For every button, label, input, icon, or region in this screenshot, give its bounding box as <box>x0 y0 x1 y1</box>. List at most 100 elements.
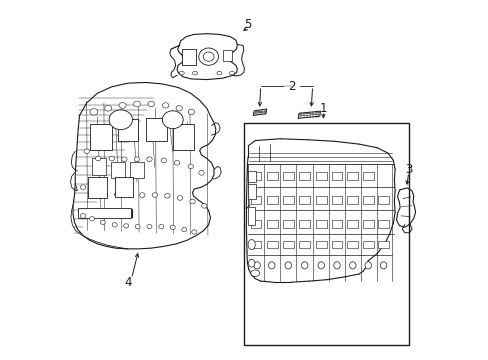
Ellipse shape <box>90 189 96 194</box>
Ellipse shape <box>159 225 163 229</box>
Bar <box>363 196 373 204</box>
Ellipse shape <box>162 111 183 129</box>
Ellipse shape <box>176 105 182 111</box>
Text: 1: 1 <box>319 102 326 115</box>
Ellipse shape <box>250 270 259 276</box>
Bar <box>282 220 293 228</box>
Ellipse shape <box>133 101 140 107</box>
Ellipse shape <box>187 164 193 169</box>
Bar <box>250 240 261 248</box>
Bar <box>145 118 167 141</box>
Ellipse shape <box>152 193 157 197</box>
Bar <box>250 220 261 228</box>
Bar <box>247 184 255 199</box>
Ellipse shape <box>146 157 152 162</box>
Ellipse shape <box>84 149 89 154</box>
Ellipse shape <box>188 109 194 114</box>
Ellipse shape <box>198 171 203 175</box>
Ellipse shape <box>198 48 218 65</box>
Bar <box>172 125 194 149</box>
Bar <box>118 119 138 140</box>
Bar <box>315 196 326 204</box>
Ellipse shape <box>217 71 222 75</box>
Bar <box>266 196 277 204</box>
Bar <box>266 240 277 248</box>
Ellipse shape <box>182 227 186 231</box>
Bar <box>331 172 342 180</box>
Bar <box>282 240 293 248</box>
Bar <box>346 196 357 204</box>
Ellipse shape <box>119 103 126 108</box>
Bar <box>244 123 408 345</box>
Bar <box>378 196 388 204</box>
Ellipse shape <box>161 158 166 163</box>
Bar <box>130 162 143 178</box>
Text: 4: 4 <box>124 276 131 289</box>
Text: 3: 3 <box>404 163 411 176</box>
Bar <box>115 177 133 197</box>
Ellipse shape <box>147 225 152 229</box>
Ellipse shape <box>253 262 260 269</box>
Bar <box>315 172 326 180</box>
Bar <box>378 240 388 248</box>
Ellipse shape <box>192 71 197 75</box>
Ellipse shape <box>89 217 94 221</box>
Bar <box>90 123 112 150</box>
Ellipse shape <box>104 105 112 111</box>
Ellipse shape <box>349 262 355 269</box>
Bar <box>331 220 342 228</box>
Bar <box>247 171 255 182</box>
Ellipse shape <box>317 262 324 269</box>
Bar <box>247 207 255 225</box>
Text: 5: 5 <box>244 18 251 31</box>
Bar <box>250 172 261 180</box>
Ellipse shape <box>179 71 184 75</box>
Ellipse shape <box>164 193 170 198</box>
Bar <box>266 172 277 180</box>
Ellipse shape <box>122 157 127 162</box>
Bar <box>346 240 357 248</box>
Ellipse shape <box>135 225 140 229</box>
Ellipse shape <box>109 156 114 161</box>
Bar <box>363 172 373 180</box>
Ellipse shape <box>112 223 117 227</box>
Ellipse shape <box>333 262 340 269</box>
Bar <box>282 172 293 180</box>
Ellipse shape <box>189 199 195 204</box>
Ellipse shape <box>109 110 132 130</box>
Bar <box>87 177 107 198</box>
Ellipse shape <box>123 224 128 228</box>
Ellipse shape <box>301 262 307 269</box>
Bar <box>299 220 309 228</box>
Ellipse shape <box>203 52 214 61</box>
Ellipse shape <box>80 213 85 218</box>
Bar <box>78 208 131 218</box>
Bar <box>363 220 373 228</box>
Ellipse shape <box>102 191 107 196</box>
Ellipse shape <box>177 195 182 200</box>
Ellipse shape <box>90 109 98 115</box>
Bar <box>299 172 309 180</box>
Ellipse shape <box>100 220 105 225</box>
Bar <box>331 196 342 204</box>
Bar <box>182 49 196 65</box>
Bar <box>266 220 277 228</box>
Bar <box>315 240 326 248</box>
Ellipse shape <box>162 103 168 108</box>
Ellipse shape <box>247 239 255 249</box>
Ellipse shape <box>201 203 206 208</box>
Bar <box>346 172 357 180</box>
Bar <box>299 196 309 204</box>
Bar <box>346 220 357 228</box>
Bar <box>92 158 106 175</box>
Ellipse shape <box>127 193 132 197</box>
Ellipse shape <box>95 156 101 161</box>
Ellipse shape <box>139 193 144 197</box>
Ellipse shape <box>248 259 254 267</box>
Ellipse shape <box>268 262 274 269</box>
Ellipse shape <box>80 185 85 189</box>
Bar <box>363 240 373 248</box>
Ellipse shape <box>134 157 139 162</box>
Bar <box>250 196 261 204</box>
Ellipse shape <box>170 225 175 229</box>
